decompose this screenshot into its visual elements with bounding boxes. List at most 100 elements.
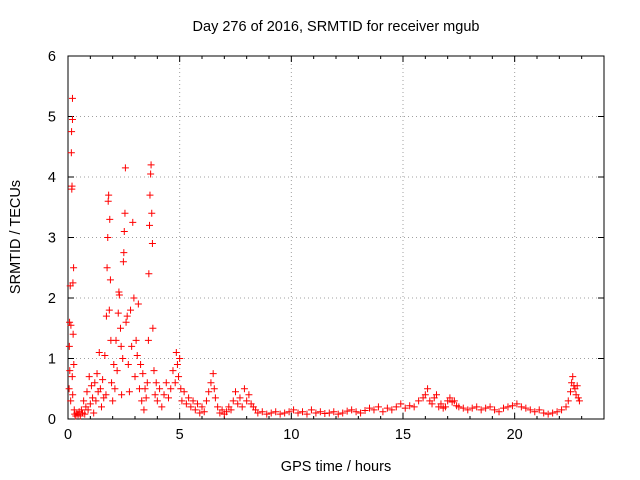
data-point — [68, 182, 76, 190]
data-point — [151, 391, 159, 399]
data-point — [150, 367, 158, 375]
data-point — [544, 410, 552, 418]
data-point — [459, 404, 467, 412]
data-point — [158, 403, 166, 411]
data-point — [68, 94, 76, 102]
data-point — [65, 342, 73, 350]
x-tick-label: 15 — [395, 427, 411, 443]
data-point — [504, 403, 512, 411]
data-point — [415, 397, 423, 405]
data-point — [110, 361, 118, 369]
x-tick-label: 5 — [176, 427, 184, 443]
data-point — [575, 397, 583, 405]
x-axis-label: GPS time / hours — [281, 459, 391, 475]
data-point — [540, 409, 548, 417]
data-point — [85, 373, 93, 381]
data-point — [254, 409, 262, 417]
data-point — [410, 403, 418, 411]
data-point — [103, 264, 111, 272]
data-point — [245, 391, 253, 399]
data-point — [102, 312, 110, 320]
data-point — [531, 408, 539, 416]
data-point — [125, 388, 133, 396]
data-point — [169, 367, 177, 375]
data-point — [210, 385, 218, 393]
data-point — [142, 394, 150, 402]
data-point — [243, 397, 251, 405]
data-point — [258, 408, 266, 416]
data-point — [152, 379, 160, 387]
data-point — [131, 373, 139, 381]
data-point — [187, 403, 195, 411]
data-point — [132, 336, 140, 344]
data-point — [84, 406, 92, 414]
data-point — [464, 406, 472, 414]
data-point — [343, 407, 351, 415]
data-point — [81, 410, 89, 418]
data-point — [299, 408, 306, 416]
data-point — [102, 391, 110, 399]
data-point — [388, 406, 396, 414]
data-point — [392, 403, 400, 411]
data-point — [495, 408, 503, 416]
data-point — [116, 324, 124, 332]
data-point — [130, 294, 138, 302]
data-point — [189, 397, 197, 405]
data-point — [526, 406, 534, 414]
data-point — [272, 408, 280, 416]
data-point — [128, 342, 136, 350]
data-point — [500, 404, 507, 412]
data-point — [143, 379, 151, 387]
data-point — [86, 400, 94, 408]
data-point — [177, 385, 185, 393]
y-tick-label: 0 — [48, 412, 56, 428]
data-point — [421, 391, 429, 399]
data-point — [316, 408, 324, 416]
data-point — [185, 394, 193, 402]
data-point — [101, 351, 109, 359]
data-point — [486, 403, 494, 411]
data-point — [106, 215, 114, 223]
data-point — [294, 409, 302, 417]
data-point — [67, 321, 75, 329]
data-point — [227, 406, 235, 414]
data-point — [290, 406, 298, 414]
data-point — [160, 391, 168, 399]
data-point — [153, 397, 161, 405]
data-point — [98, 403, 105, 411]
data-point — [191, 406, 199, 414]
data-point — [95, 348, 103, 356]
data-point — [105, 191, 113, 199]
data-point — [564, 397, 572, 405]
data-point — [569, 373, 577, 381]
data-point — [433, 391, 440, 399]
data-point — [379, 408, 387, 416]
data-point — [522, 404, 530, 412]
data-point — [357, 409, 365, 417]
data-point — [167, 385, 175, 393]
data-point — [562, 403, 570, 411]
data-point — [148, 209, 156, 217]
data-point — [176, 355, 184, 362]
data-point — [140, 406, 148, 414]
data-point — [69, 279, 77, 287]
data-point — [232, 388, 239, 396]
data-point — [148, 240, 156, 248]
data-point — [119, 258, 127, 266]
x-tick-label: 0 — [64, 427, 72, 443]
data-point — [137, 361, 145, 369]
data-point — [121, 209, 129, 217]
data-point — [111, 385, 119, 393]
data-point — [114, 309, 122, 317]
data-point — [330, 408, 338, 416]
data-point — [238, 403, 246, 411]
data-point — [67, 397, 75, 405]
data-point — [558, 406, 566, 414]
data-point — [146, 191, 154, 199]
data-point — [207, 379, 215, 387]
data-point — [172, 348, 180, 356]
data-point — [281, 409, 289, 417]
data-point — [69, 391, 77, 399]
data-point — [567, 388, 574, 396]
data-point — [352, 408, 360, 416]
